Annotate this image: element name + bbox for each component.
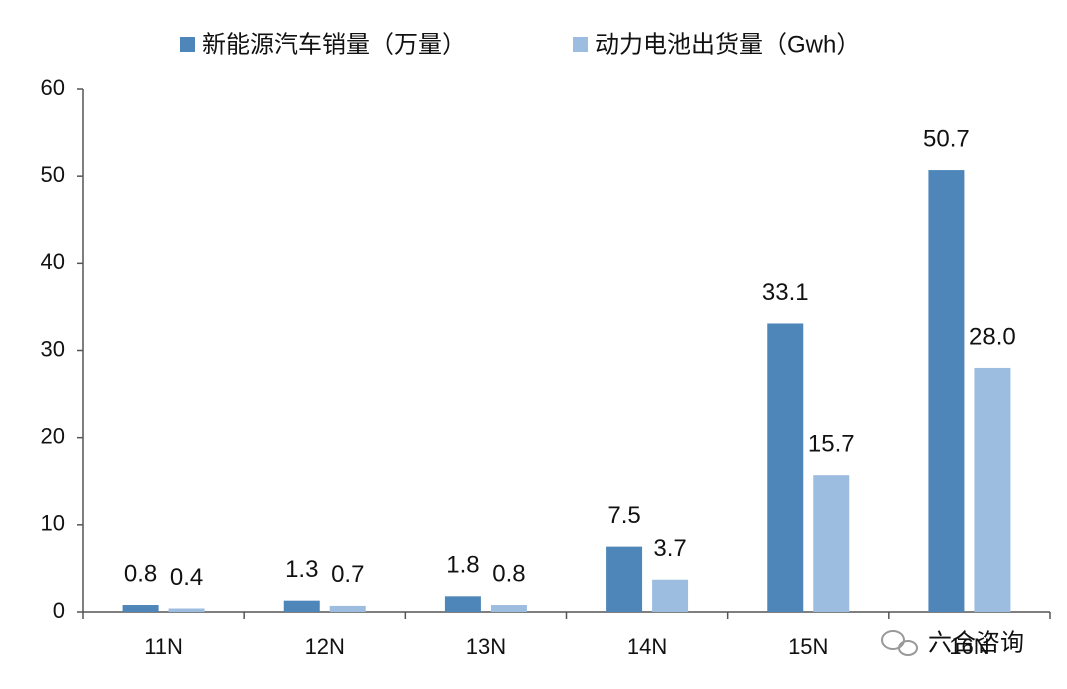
bar [122,605,159,612]
bar [928,170,965,612]
legend-swatch [180,37,195,52]
legend-swatch [573,37,588,52]
value-label: 1.8 [446,552,479,579]
x-tick-label: 12N [305,634,345,659]
y-tick-label: 40 [41,249,65,274]
bar [490,605,527,612]
legend-label: 新能源汽车销量（万量） [202,31,466,58]
watermark-icon [881,630,918,656]
x-tick-label: 14N [627,634,667,659]
y-tick-label: 0 [53,598,65,623]
value-label: 0.8 [124,560,157,587]
value-label: 7.5 [607,502,640,529]
bar [444,596,481,612]
bar [974,367,1011,612]
x-tick-label: 11N [144,634,183,659]
bar [168,608,205,612]
y-tick-label: 60 [41,75,65,100]
value-label: 1.3 [285,556,318,583]
bar [329,605,366,612]
watermark: 六合咨询 [928,629,1024,656]
bar [813,475,850,612]
value-label: 0.8 [492,560,525,587]
value-label: 33.1 [762,279,809,306]
x-tick-label: 15N [788,634,828,659]
value-label: 15.7 [808,430,855,457]
y-tick-label: 20 [41,423,65,448]
bar [606,546,643,612]
value-label: 50.7 [923,125,970,152]
x-tick-label: 13N [466,634,506,659]
value-label: 3.7 [653,535,686,562]
legend-label: 动力电池出货量（Gwh） [595,31,860,58]
bar [652,579,689,612]
y-tick-label: 50 [41,162,65,187]
y-tick-label: 10 [41,511,65,536]
value-label: 0.7 [331,561,364,588]
value-label: 28.0 [969,323,1016,350]
bar [767,323,804,612]
x-tick-label: 16N [949,634,989,659]
y-tick-label: 30 [41,336,65,361]
bar [283,600,320,612]
value-label: 0.4 [170,564,203,591]
